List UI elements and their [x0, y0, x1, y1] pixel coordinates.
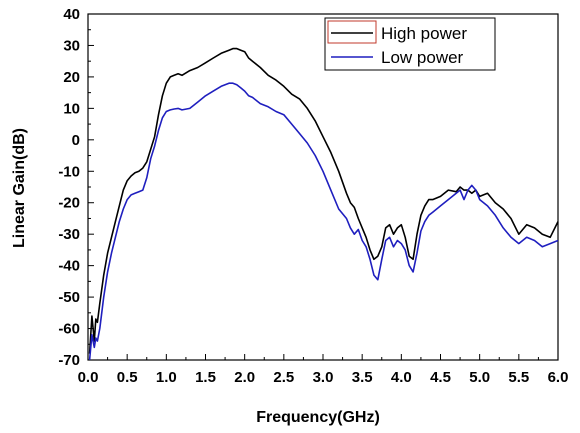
legend-label: Low power	[381, 48, 464, 67]
y-tick-label: 40	[63, 6, 80, 23]
y-tick-label: -70	[58, 352, 80, 369]
y-tick-label: -50	[58, 289, 80, 306]
y-tick-label: 30	[63, 37, 80, 54]
legend: High power Low power	[324, 17, 496, 71]
y-axis-title: Linear Gain(dB)	[11, 128, 28, 248]
series-line-high-power	[88, 47, 559, 354]
x-tick-label: 4.5	[430, 369, 451, 386]
x-tick-label: 2.0	[234, 369, 255, 386]
x-tick-label: 2.5	[273, 369, 294, 386]
x-tick-label: 5.0	[469, 369, 490, 386]
legend-box	[324, 17, 496, 71]
y-tick-label: -30	[58, 226, 80, 243]
x-axis: 0.0 0.5 1.0 1.5 2.0 2.5 3.0 3.5 4.0 4.5 5.0 5.5 6.0	[78, 354, 569, 386]
x-tick-label: 0.0	[78, 369, 99, 386]
x-tick-label: 3.5	[352, 369, 373, 386]
y-tick-label: 0	[72, 132, 80, 149]
y-tick-label: -40	[58, 258, 80, 275]
series-line-low-power	[88, 82, 559, 361]
x-tick-label: 0.5	[117, 369, 138, 386]
y-axis: -70 -60 -50 -40 -30 -20 -10 0 10 20 30 40	[58, 6, 94, 369]
x-tick-label: 5.5	[508, 369, 529, 386]
x-tick-label: 1.0	[156, 369, 177, 386]
x-tick-label: 4.0	[391, 369, 412, 386]
y-tick-label: -10	[58, 163, 80, 180]
x-tick-label: 6.0	[548, 369, 569, 386]
series-layer	[88, 47, 559, 361]
y-tick-label: 20	[63, 69, 80, 86]
legend-label: High power	[381, 24, 467, 43]
y-tick-label: -20	[58, 195, 80, 212]
x-tick-label: 3.0	[313, 369, 334, 386]
y-tick-label: -60	[58, 321, 80, 338]
legend-highlight-box	[327, 20, 377, 44]
y-tick-label: 10	[63, 100, 80, 117]
x-axis-title: Frequency(GHz)	[256, 409, 380, 426]
x-tick-label: 1.5	[195, 369, 216, 386]
